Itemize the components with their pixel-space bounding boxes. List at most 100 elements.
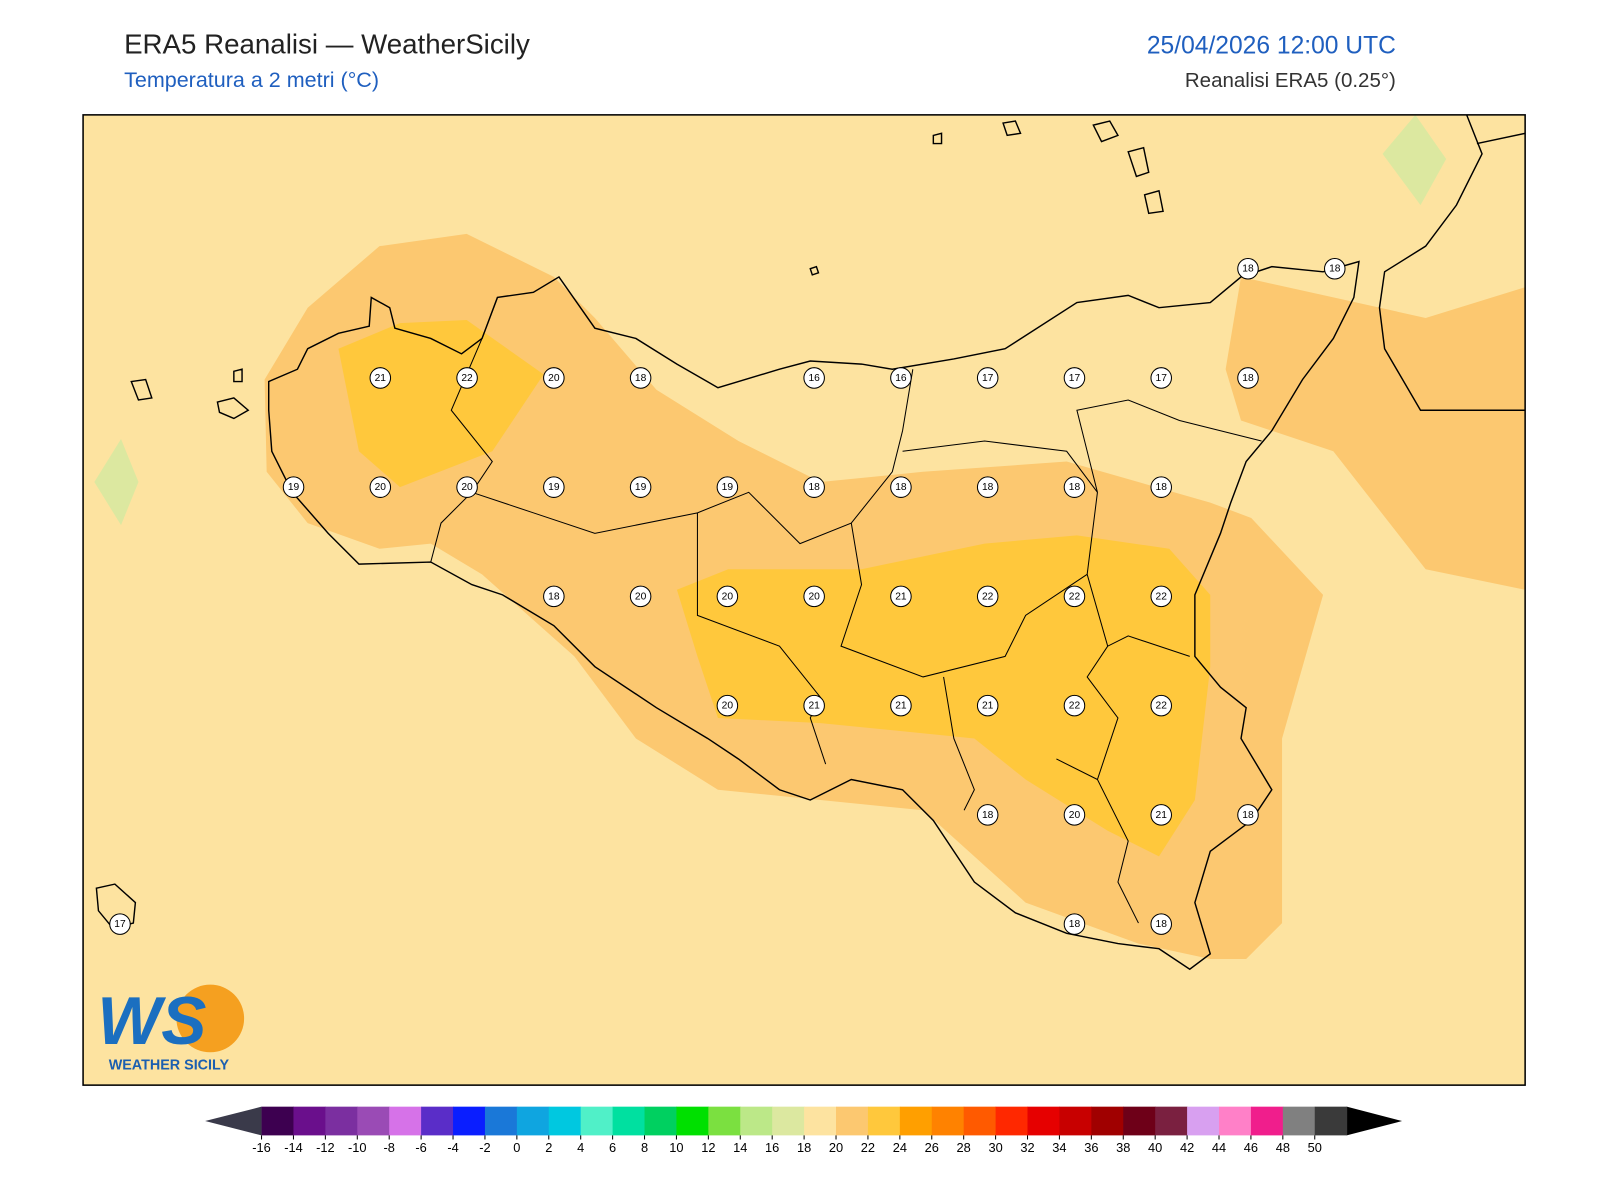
province-borders <box>430 297 1262 924</box>
colorbar-label: 48 <box>1276 1140 1290 1155</box>
station-marker <box>456 476 478 498</box>
station-value: 18 <box>1156 919 1168 930</box>
station: 22 <box>1063 585 1086 608</box>
station-marker <box>629 585 652 608</box>
colorbar-swatch <box>1155 1106 1188 1136</box>
station: 21 <box>1150 804 1172 826</box>
colorbar-label: -10 <box>348 1140 367 1155</box>
colorbar-swatch <box>1282 1106 1316 1136</box>
station: 18 <box>629 367 652 389</box>
station-marker <box>803 585 825 608</box>
colorbar-swatch <box>995 1106 1029 1136</box>
colorbar-swatch <box>644 1106 677 1136</box>
colorbar-swatch <box>453 1106 486 1136</box>
station-value: 19 <box>635 482 647 493</box>
logo-text: WEATHER SICILY <box>109 1058 230 1074</box>
station: 22 <box>1150 694 1172 717</box>
station-marker <box>890 476 912 498</box>
station-marker <box>369 476 392 498</box>
colorbar-swatch <box>931 1106 965 1136</box>
colorbar-label: 14 <box>733 1140 747 1155</box>
station-marker <box>890 694 912 717</box>
station-marker <box>1150 804 1172 826</box>
station-value: 20 <box>635 591 647 602</box>
station-value: 16 <box>808 373 820 384</box>
temperature-band <box>676 535 1211 857</box>
temperature-field <box>83 114 1526 1086</box>
station: 19 <box>282 476 305 498</box>
station: 20 <box>543 367 565 389</box>
colorbar-label: -16 <box>252 1140 271 1155</box>
station-marker <box>803 476 825 498</box>
calabria-coast <box>1378 114 1526 411</box>
station-marker <box>803 367 825 389</box>
station-marker <box>109 913 131 935</box>
logo: WS WEATHER SICILY <box>97 984 245 1074</box>
station-marker <box>890 367 912 389</box>
station: 18 <box>1237 367 1259 389</box>
station-marker <box>282 476 305 498</box>
station-value: 18 <box>1069 919 1081 930</box>
station: 21 <box>890 694 912 717</box>
source: Reanalisi ERA5 (0.25°) <box>1185 69 1396 92</box>
station: 17 <box>1063 367 1086 389</box>
colorbar-label: 18 <box>797 1140 811 1155</box>
colorbar-swatch <box>867 1106 901 1136</box>
colorbar-swatch <box>357 1106 390 1136</box>
temperature-band <box>94 438 139 526</box>
colorbar-swatch <box>708 1106 741 1136</box>
station-value: 21 <box>1156 810 1168 821</box>
colorbar-label: 40 <box>1148 1140 1162 1155</box>
station: 18 <box>976 476 999 498</box>
colorbar-swatch <box>740 1106 773 1136</box>
station: 18 <box>1237 257 1259 280</box>
colorbar-label: 36 <box>1084 1140 1098 1155</box>
station: 20 <box>803 585 825 608</box>
station-marker <box>1237 804 1259 826</box>
station-marker <box>976 804 999 826</box>
colorbar-swatch <box>325 1106 358 1136</box>
colorbar-label: 0 <box>513 1140 520 1155</box>
station: 20 <box>369 476 392 498</box>
colorbar-swatch <box>1027 1106 1060 1136</box>
title: ERA5 Reanalisi — WeatherSicily <box>124 28 530 59</box>
station: 20 <box>716 585 739 608</box>
station-value: 20 <box>808 591 820 602</box>
station: 20 <box>1063 804 1086 826</box>
station-marker <box>1063 367 1086 389</box>
colorbar-label: 50 <box>1308 1140 1322 1155</box>
station-value: 17 <box>114 919 126 930</box>
colorbar-swatch <box>963 1106 997 1136</box>
station-marker <box>1237 367 1259 389</box>
colorbar-swatch <box>899 1106 933 1136</box>
station-value: 18 <box>1069 482 1081 493</box>
colorbar-label: 6 <box>609 1140 616 1155</box>
station: 18 <box>803 476 825 498</box>
datetime: 25/04/2026 12:00 UTC <box>1147 32 1396 59</box>
coastlines <box>95 114 1526 971</box>
station-marker <box>716 585 739 608</box>
station-value: 18 <box>1156 482 1168 493</box>
station-value: 18 <box>982 810 994 821</box>
colorbar-swatch <box>772 1106 805 1136</box>
colorbar-swatch <box>1314 1106 1348 1136</box>
station: 22 <box>1063 694 1086 717</box>
station: 18 <box>1237 804 1259 826</box>
station-marker <box>369 367 392 389</box>
colorbar-swatch <box>836 1106 869 1136</box>
station-value: 22 <box>1156 591 1168 602</box>
colorbar-swatch <box>1059 1106 1092 1136</box>
station-marker <box>890 585 912 608</box>
colorbar-label: 10 <box>669 1140 683 1155</box>
colorbar-swatch <box>804 1106 837 1136</box>
station-marker <box>1150 476 1172 498</box>
temperature-band <box>1225 276 1526 590</box>
colorbar-label: 20 <box>829 1140 843 1155</box>
station: 19 <box>543 476 565 498</box>
egadi-islands <box>130 368 250 420</box>
station-value: 20 <box>722 701 734 712</box>
station-marker <box>716 694 739 717</box>
station: 16 <box>803 367 825 389</box>
station-marker <box>1063 476 1086 498</box>
station-marker <box>1063 694 1086 717</box>
